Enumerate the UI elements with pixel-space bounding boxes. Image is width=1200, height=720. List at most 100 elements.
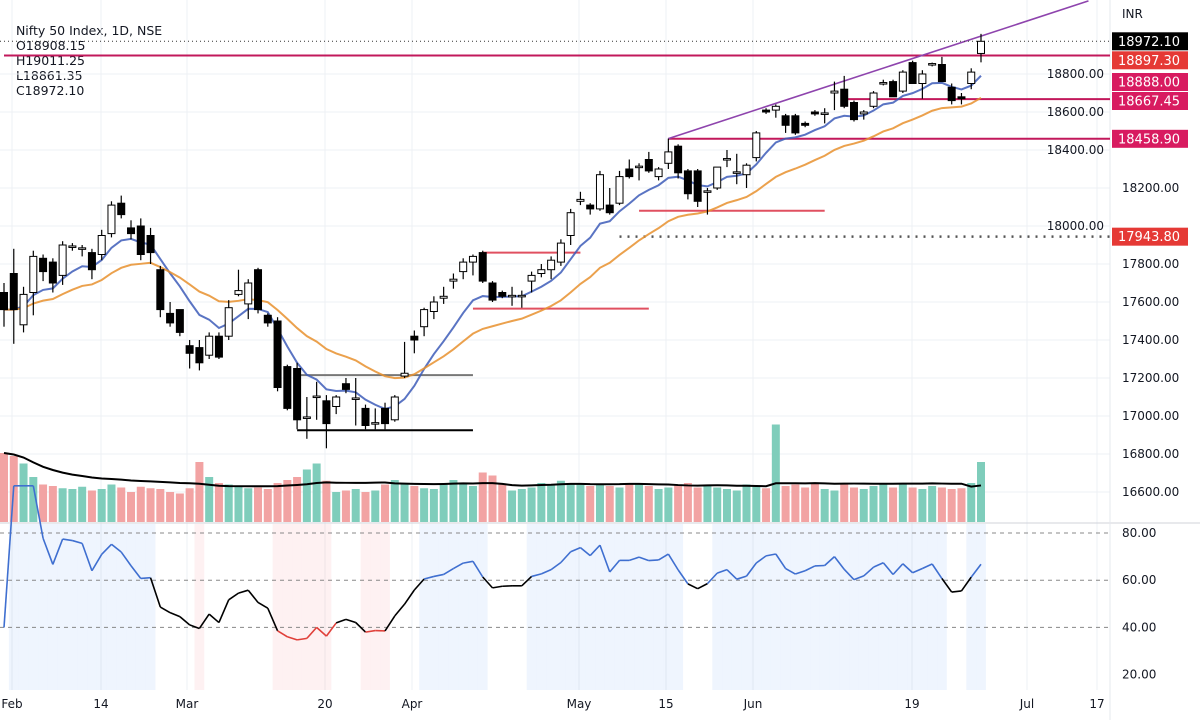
price-label-box	[1112, 129, 1188, 148]
candle	[449, 273, 458, 289]
x-tick-label: 14	[93, 697, 108, 711]
x-tick-label: Mar	[176, 697, 199, 711]
volume-bar	[742, 484, 751, 522]
oscillator-zone	[653, 524, 664, 690]
price-label: 18897.30	[1118, 54, 1180, 69]
x-tick-label: Feb	[1, 697, 22, 711]
oscillator-zone	[868, 524, 879, 690]
candle-body	[879, 82, 888, 85]
candle	[781, 113, 790, 133]
y-tick-label: 18600.00	[1047, 105, 1104, 119]
volume-bar	[840, 484, 849, 522]
volume-bar	[312, 463, 321, 522]
oscillator-segment	[843, 568, 855, 581]
y-tick-label: 16800.00	[1122, 447, 1179, 461]
oscillator-segment	[706, 572, 718, 585]
oscillator-zone	[585, 524, 596, 690]
oscillator-zone	[722, 524, 732, 690]
candle	[830, 81, 839, 111]
candle-body	[722, 158, 731, 161]
candle	[810, 110, 819, 116]
candle	[39, 254, 48, 282]
volume-bar	[713, 487, 722, 522]
oscillator-segment	[130, 565, 142, 579]
volume-bar	[205, 477, 214, 522]
candle	[889, 79, 898, 98]
oscillator-segment	[453, 562, 464, 570]
candle	[58, 241, 67, 285]
oscillator-zone	[96, 524, 107, 690]
oscillator-zone	[595, 524, 605, 690]
oscillator-segment	[648, 559, 659, 562]
candle	[840, 75, 849, 109]
candle	[322, 395, 331, 449]
volume-bar	[68, 489, 77, 522]
oscillator-segment	[579, 547, 591, 557]
oscillator-zone	[116, 524, 127, 690]
candle	[468, 254, 477, 276]
candle	[293, 362, 302, 430]
oscillator-zone	[458, 524, 469, 690]
oscillator-zone	[673, 524, 684, 690]
volume-bar	[849, 487, 858, 522]
volume-bar	[293, 477, 302, 522]
candle-body	[381, 407, 390, 425]
candle-body	[29, 255, 38, 293]
oscillator-segment	[629, 556, 640, 562]
price-label: 18667.45	[1118, 95, 1180, 110]
candle	[928, 62, 937, 67]
candle	[332, 395, 341, 415]
oscillator-segment	[951, 590, 962, 593]
candle-body	[273, 320, 282, 388]
candle-body	[703, 190, 712, 193]
oscillator-zone	[927, 524, 938, 690]
volume-bar	[302, 469, 311, 522]
oscillator-zone	[536, 524, 547, 690]
y-tick-label: 18400.00	[1047, 143, 1104, 157]
oscillator-segment	[120, 551, 132, 567]
oscillator-segment	[960, 576, 972, 592]
candle-body	[967, 71, 976, 84]
oscillator-zone	[282, 524, 293, 690]
candle	[566, 208, 575, 245]
volume-bar	[254, 487, 263, 522]
oscillator-segment	[257, 601, 269, 609]
volume-bar	[429, 489, 438, 522]
oscillator-zone	[937, 524, 947, 690]
oscillator-zone	[614, 524, 625, 690]
volume-bar	[859, 489, 868, 522]
volume-average-line	[3, 452, 982, 488]
candle-body	[9, 273, 18, 311]
oscillator-shading	[8, 524, 986, 690]
oscillator-zone	[634, 524, 644, 690]
volume-bar	[566, 483, 575, 522]
volume-bar	[947, 489, 956, 522]
oscillator-zone	[468, 524, 478, 690]
volume-bars	[0, 424, 985, 522]
candle-body	[127, 227, 136, 235]
candle	[410, 330, 419, 354]
volume-bar	[488, 475, 497, 522]
oscillator-segment	[52, 538, 64, 565]
chart-legend: Nifty 50 Index, 1D, NSE O18908.15 H19011…	[8, 8, 168, 98]
oscillator-zone	[135, 524, 146, 690]
oscillator-segment	[541, 568, 552, 575]
candle-body	[58, 244, 67, 276]
price-label-box	[1112, 73, 1188, 91]
oscillator-segment	[873, 562, 884, 568]
candle	[683, 169, 692, 200]
oscillator-segment	[306, 626, 318, 639]
volume-bar	[937, 487, 946, 522]
oscillator-segment	[433, 573, 444, 578]
oscillator-zone	[321, 524, 332, 690]
candle-body	[830, 90, 839, 94]
oscillator-segment	[345, 618, 356, 624]
volume-bar	[957, 488, 966, 522]
candle	[381, 402, 390, 430]
candle-body	[244, 282, 253, 305]
candle-body	[595, 174, 604, 210]
oscillator-zone	[810, 524, 820, 690]
volume-bar	[195, 462, 204, 522]
low-value: L18861.35	[15, 68, 83, 83]
